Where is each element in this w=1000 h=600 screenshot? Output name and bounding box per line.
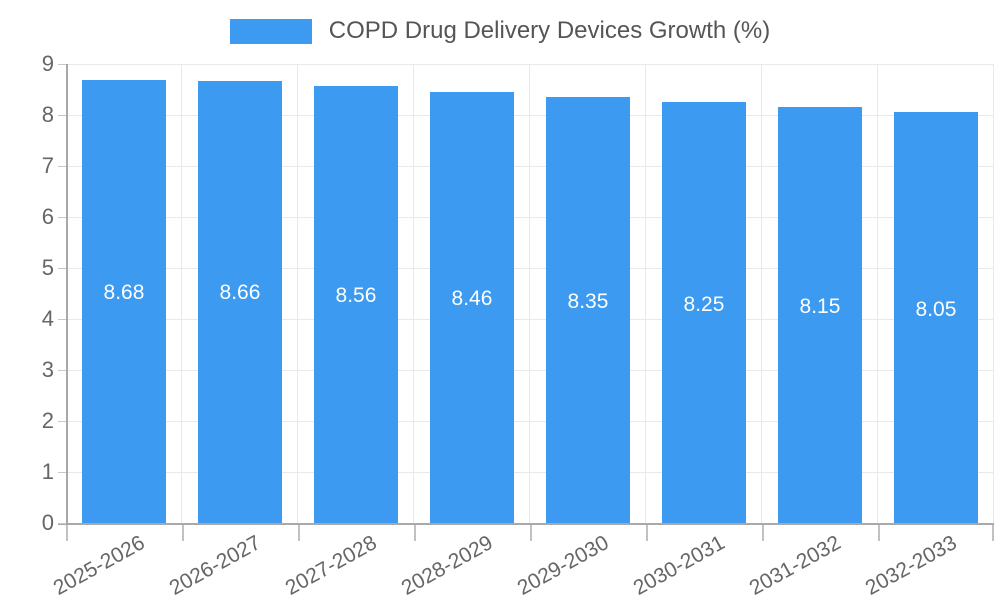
gridline-vertical <box>877 64 878 523</box>
bar[interactable] <box>198 81 282 523</box>
x-axis-tick <box>878 525 880 541</box>
y-axis-tick <box>58 166 66 167</box>
bar[interactable] <box>82 80 166 523</box>
bar[interactable] <box>546 97 630 523</box>
gridline-horizontal <box>66 217 994 218</box>
legend-item-label: COPD Drug Delivery Devices Growth (%) <box>328 17 771 44</box>
y-axis-tick-label: 5 <box>41 255 54 280</box>
bar-value-label: 8.56 <box>335 284 377 308</box>
bar-value-label: 8.35 <box>567 289 609 313</box>
x-axis-tick <box>530 525 532 541</box>
y-axis-tick <box>58 421 66 422</box>
bar-value-label: 8.66 <box>219 281 261 305</box>
gridline-vertical <box>761 64 762 523</box>
bar[interactable] <box>894 112 978 523</box>
legend-swatch-icon <box>229 18 312 44</box>
y-axis-tick <box>58 64 66 65</box>
y-axis-line <box>66 64 68 524</box>
gridline-horizontal <box>66 472 994 473</box>
y-axis-tick-label: 7 <box>41 153 54 178</box>
gridline-vertical <box>413 64 414 523</box>
bar[interactable] <box>314 86 398 523</box>
bar-value-label: 8.46 <box>451 286 493 310</box>
y-axis-tick-label: 3 <box>41 357 54 382</box>
y-axis-tick <box>58 268 66 269</box>
y-axis-tick <box>58 115 66 116</box>
bar[interactable] <box>662 102 746 523</box>
bar[interactable] <box>430 91 514 523</box>
bar-value-label: 8.25 <box>683 292 725 316</box>
y-axis-tick-label: 2 <box>41 408 54 433</box>
legend-item-copd-growth[interactable]: COPD Drug Delivery Devices Growth (%) <box>229 17 771 44</box>
plot-area: 8.68 8.66 8.56 8.46 8.35 8.25 8.15 8.05 <box>66 64 994 523</box>
bar-value-label: 8.68 <box>103 280 145 304</box>
bar-value-label: 8.05 <box>915 298 957 322</box>
x-axis-line <box>58 523 994 525</box>
y-axis-tick-label: 1 <box>41 459 54 484</box>
x-axis-tick <box>646 525 648 541</box>
gridline-vertical <box>529 64 530 523</box>
y-axis-tick <box>58 523 66 524</box>
x-axis-tick <box>762 525 764 541</box>
gridline-vertical <box>297 64 298 523</box>
x-axis-tick <box>66 525 68 541</box>
chart-legend: COPD Drug Delivery Devices Growth (%) <box>0 12 1000 50</box>
gridline-horizontal <box>66 319 994 320</box>
y-axis-tick-label: 0 <box>41 510 54 535</box>
x-axis-tick-label: 2025-2026 <box>49 531 149 600</box>
gridline-vertical <box>645 64 646 523</box>
x-axis-tick <box>992 525 994 541</box>
bar-value-label: 8.15 <box>799 295 841 319</box>
bar[interactable] <box>778 107 862 523</box>
gridline-vertical <box>993 64 994 523</box>
gridline-horizontal <box>66 166 994 167</box>
x-axis-tick <box>298 525 300 541</box>
y-axis-tick <box>58 370 66 371</box>
x-axis-tick <box>182 525 184 541</box>
y-axis-tick-label: 8 <box>41 102 54 127</box>
gridline-horizontal <box>66 115 994 116</box>
gridline-horizontal <box>66 421 994 422</box>
x-axis-tick <box>414 525 416 541</box>
gridline-horizontal <box>66 370 994 371</box>
y-axis-tick-label: 6 <box>41 204 54 229</box>
y-axis-tick-label: 4 <box>41 306 54 331</box>
gridline-horizontal <box>66 64 994 65</box>
y-axis-tick-label: 9 <box>41 51 54 76</box>
y-axis-tick <box>58 319 66 320</box>
y-axis-tick <box>58 217 66 218</box>
y-axis-tick <box>58 472 66 473</box>
gridline-horizontal <box>66 268 994 269</box>
gridline-vertical <box>181 64 182 523</box>
